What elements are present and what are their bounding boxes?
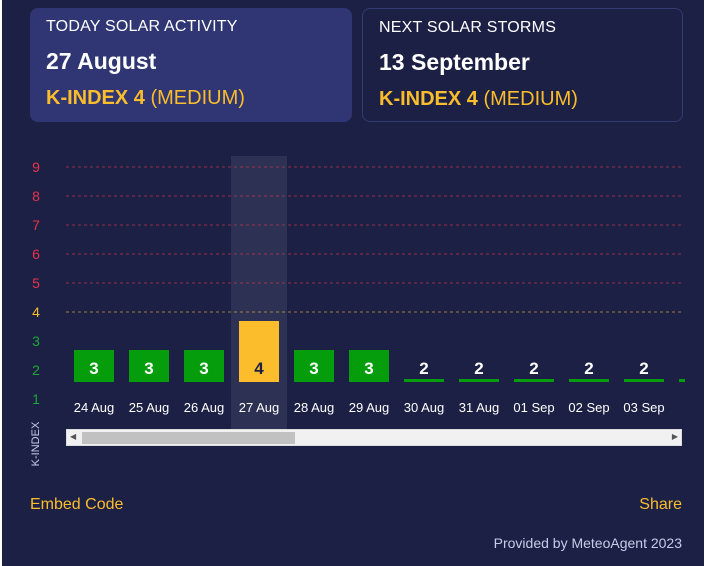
- bar-value-label: 2: [639, 359, 648, 378]
- x-tick-label: 24 Aug: [74, 400, 115, 415]
- bar: [294, 350, 334, 382]
- today-card-heading: TODAY SOLAR ACTIVITY: [46, 18, 238, 35]
- y-tick-label: 1: [32, 391, 40, 407]
- y-axis-title: K-INDEX: [30, 421, 42, 466]
- next-k-index-value: K-INDEX 4: [379, 88, 478, 110]
- bar-value-label: 4: [254, 359, 264, 378]
- bar: [569, 379, 609, 382]
- x-tick-label: 29 Aug: [349, 400, 390, 415]
- highlight-column: [231, 156, 287, 436]
- share-link[interactable]: Share: [639, 496, 682, 513]
- bar: [239, 321, 279, 382]
- today-card-k-index: K-INDEX 4 (MEDIUM): [46, 87, 336, 110]
- bar: [514, 379, 554, 382]
- bar-value-label: 3: [364, 359, 373, 378]
- next-card-heading: NEXT SOLAR STORMS: [379, 19, 557, 36]
- bar: [129, 350, 169, 382]
- provided-by-credit: Provided by MeteoAgent 2023: [493, 535, 682, 551]
- x-tick-label: 03 Sep: [623, 400, 664, 415]
- bar: [184, 350, 224, 382]
- chart-scrollbar[interactable]: ◀ ▶: [66, 429, 682, 446]
- y-tick-label: 2: [32, 362, 40, 378]
- x-tick-label: 02 Sep: [568, 400, 609, 415]
- today-k-index-value: K-INDEX 4: [46, 87, 145, 109]
- bar-value-label: 2: [584, 359, 593, 378]
- scroll-right-arrow-icon[interactable]: ▶: [671, 432, 678, 441]
- x-tick-label: 01 Sep: [513, 400, 554, 415]
- k-index-chart-svg: 9 8 7 6 5 4 3 2 1 K-INDEX 3 24 Aug 3 25 Aug 3 26 Aug 4 27…: [30, 150, 704, 480]
- bar-value-label: 3: [309, 359, 318, 378]
- x-tick-label: 25 Aug: [129, 400, 170, 415]
- y-tick-label: 9: [32, 159, 40, 175]
- x-tick-label: 28 Aug: [294, 400, 335, 415]
- today-k-index-level: (MEDIUM): [150, 87, 245, 109]
- y-tick-label: 6: [32, 246, 40, 262]
- bar: [404, 379, 444, 382]
- next-card-date: 13 September: [379, 49, 530, 75]
- next-solar-storms-card: NEXT SOLAR STORMS 13 September K-INDEX 4…: [362, 8, 683, 122]
- bar-value-label: 2: [474, 359, 483, 378]
- today-card-date: 27 August: [46, 48, 157, 74]
- next-card-k-index: K-INDEX 4 (MEDIUM): [379, 88, 666, 111]
- y-tick-label: 7: [32, 217, 40, 233]
- scroll-left-arrow-icon[interactable]: ◀: [70, 432, 77, 441]
- bar-value-label: 3: [199, 359, 208, 378]
- bar: [74, 350, 114, 382]
- bar: [624, 379, 664, 382]
- y-tick-label: 3: [32, 333, 40, 349]
- k-index-chart: 9 8 7 6 5 4 3 2 1 K-INDEX 3 24 Aug 3 25 Aug 3 26 Aug 4 27…: [2, 150, 704, 480]
- next-k-index-level: (MEDIUM): [483, 88, 578, 110]
- bar-value-label: 2: [529, 359, 538, 378]
- y-tick-label: 5: [32, 275, 40, 291]
- chart-right-mask: [685, 150, 704, 480]
- bar: [459, 379, 499, 382]
- bar-value-label: 3: [144, 359, 153, 378]
- x-tick-label: 27 Aug: [239, 400, 280, 415]
- scrollbar-thumb[interactable]: [82, 432, 295, 444]
- x-tick-label: 30 Aug: [404, 400, 445, 415]
- bar-value-label: 2: [419, 359, 428, 378]
- y-tick-label: 8: [32, 188, 40, 204]
- bar: [349, 350, 389, 382]
- y-tick-label: 4: [32, 304, 40, 320]
- today-solar-activity-card: TODAY SOLAR ACTIVITY 27 August K-INDEX 4…: [30, 8, 352, 122]
- x-tick-label: 26 Aug: [184, 400, 225, 415]
- embed-code-link[interactable]: Embed Code: [30, 496, 124, 513]
- bar-value-label: 3: [89, 359, 98, 378]
- x-tick-label: 31 Aug: [459, 400, 500, 415]
